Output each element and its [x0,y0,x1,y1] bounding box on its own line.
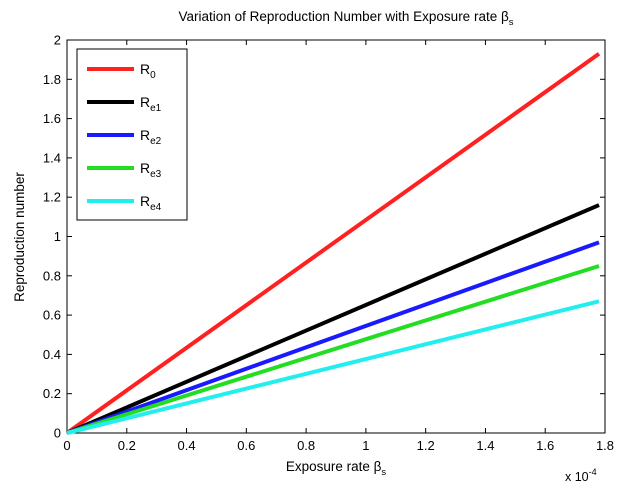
y-tick-label: 1.6 [43,111,61,126]
series-line-Re2 [66,240,600,435]
legend-label: Re1 [140,94,162,114]
legend: R0 Re1 Re2 Re3 Re4 [76,48,188,221]
y-tick-label: 2 [54,33,61,48]
y-tick-label: 0.2 [43,386,61,401]
x-tick-label: 1.2 [417,438,435,453]
y-tick-label: 1.8 [43,72,61,87]
series-line-Re4 [66,299,600,435]
legend-label: Re3 [140,160,162,180]
series-line-R0 [65,52,601,435]
y-tick-label: 1.2 [43,190,61,205]
x-tick-label: 0 [63,438,70,453]
x-tick-label: 0.4 [178,438,196,453]
x-tick-label: 0.8 [297,438,315,453]
x-tick-label: 1 [362,438,369,453]
y-tick-label: 0 [54,426,61,441]
x-axis-label: Exposure rate βs [286,459,387,478]
x-tick-label: 1.6 [536,438,554,453]
y-tick-label: 1.4 [43,150,61,165]
series-line-Re1 [66,203,600,435]
series-line-Re3 [66,264,600,435]
chart-title: Variation of Reproduction Number with Ex… [179,9,514,28]
axis-ticks: 0 0.2 0.4 0.6 0.8 1 1.2 1.4 1.6 1.8 0 0.2 0.4 0.6 0.8 1… [43,33,614,454]
y-tick-label: 1 [54,229,61,244]
y-tick-label: 0.4 [43,347,61,362]
x-tick-label: 0.6 [237,438,255,453]
x-tick-label: 1.4 [476,438,494,453]
x-tick-label: 0.2 [118,438,136,453]
x-tick-label: 1.8 [596,438,614,453]
y-axis-label: Reproduction number [12,172,27,302]
series-lines [65,52,601,435]
x-axis-multiplier: x 10-4 [565,467,597,484]
y-tick-label: 0.8 [43,268,61,283]
legend-label: R0 [140,61,156,81]
y-tick-label: 0.6 [43,308,61,323]
legend-label: Re2 [140,127,162,147]
legend-label: Re4 [140,193,162,213]
legend-items: R0 Re1 Re2 Re3 Re4 [87,61,162,213]
